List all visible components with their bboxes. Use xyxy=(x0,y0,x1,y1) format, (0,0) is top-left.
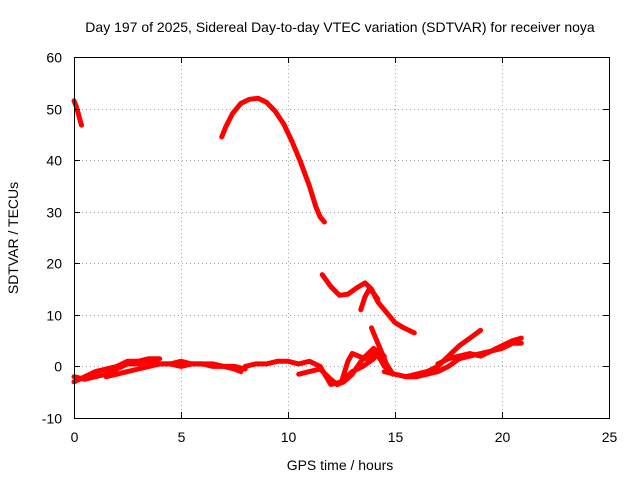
y-tick-label: 30 xyxy=(46,205,62,221)
x-tick-label: 15 xyxy=(388,429,404,445)
series-arc-baseline-b xyxy=(71,356,163,385)
x-tick-label: 5 xyxy=(178,429,186,445)
y-tick-label: 0 xyxy=(54,359,62,375)
chart-title: Day 197 of 2025, Sidereal Day-to-day VTE… xyxy=(85,19,595,35)
series-arc-late-c xyxy=(435,335,524,367)
x-tick-label: 10 xyxy=(281,429,297,445)
y-tick-label: 60 xyxy=(46,50,62,66)
x-axis-tick-labels: 0 5 10 15 20 25 xyxy=(71,429,618,445)
plot-frame xyxy=(74,57,610,419)
series-arc-dome xyxy=(219,95,327,225)
y-tick-label: 50 xyxy=(46,102,62,118)
series-arc-mid-short xyxy=(358,286,381,313)
y-axis-title: SDTVAR / TECUs xyxy=(5,182,21,294)
grid-lines xyxy=(74,57,609,418)
x-tick-label: 20 xyxy=(495,429,511,445)
x-axis-title: GPS time / hours xyxy=(287,457,394,473)
y-tick-label: -10 xyxy=(42,411,62,427)
y-tick-label: 40 xyxy=(46,153,62,169)
x-tick-label: 25 xyxy=(602,429,618,445)
series-arc-early-high xyxy=(71,98,84,128)
y-axis-tick-labels: -10 0 10 20 30 40 50 60 xyxy=(42,50,62,427)
series-arc-baseline-c xyxy=(103,361,244,380)
y-tick-label: 10 xyxy=(46,308,62,324)
y-tick-label: 20 xyxy=(46,256,62,272)
series-arc-mid-descent xyxy=(319,272,417,336)
axis-ticks xyxy=(74,57,610,419)
series-arc-bump xyxy=(339,351,392,385)
data-series xyxy=(71,95,524,387)
x-tick-label: 0 xyxy=(71,429,79,445)
